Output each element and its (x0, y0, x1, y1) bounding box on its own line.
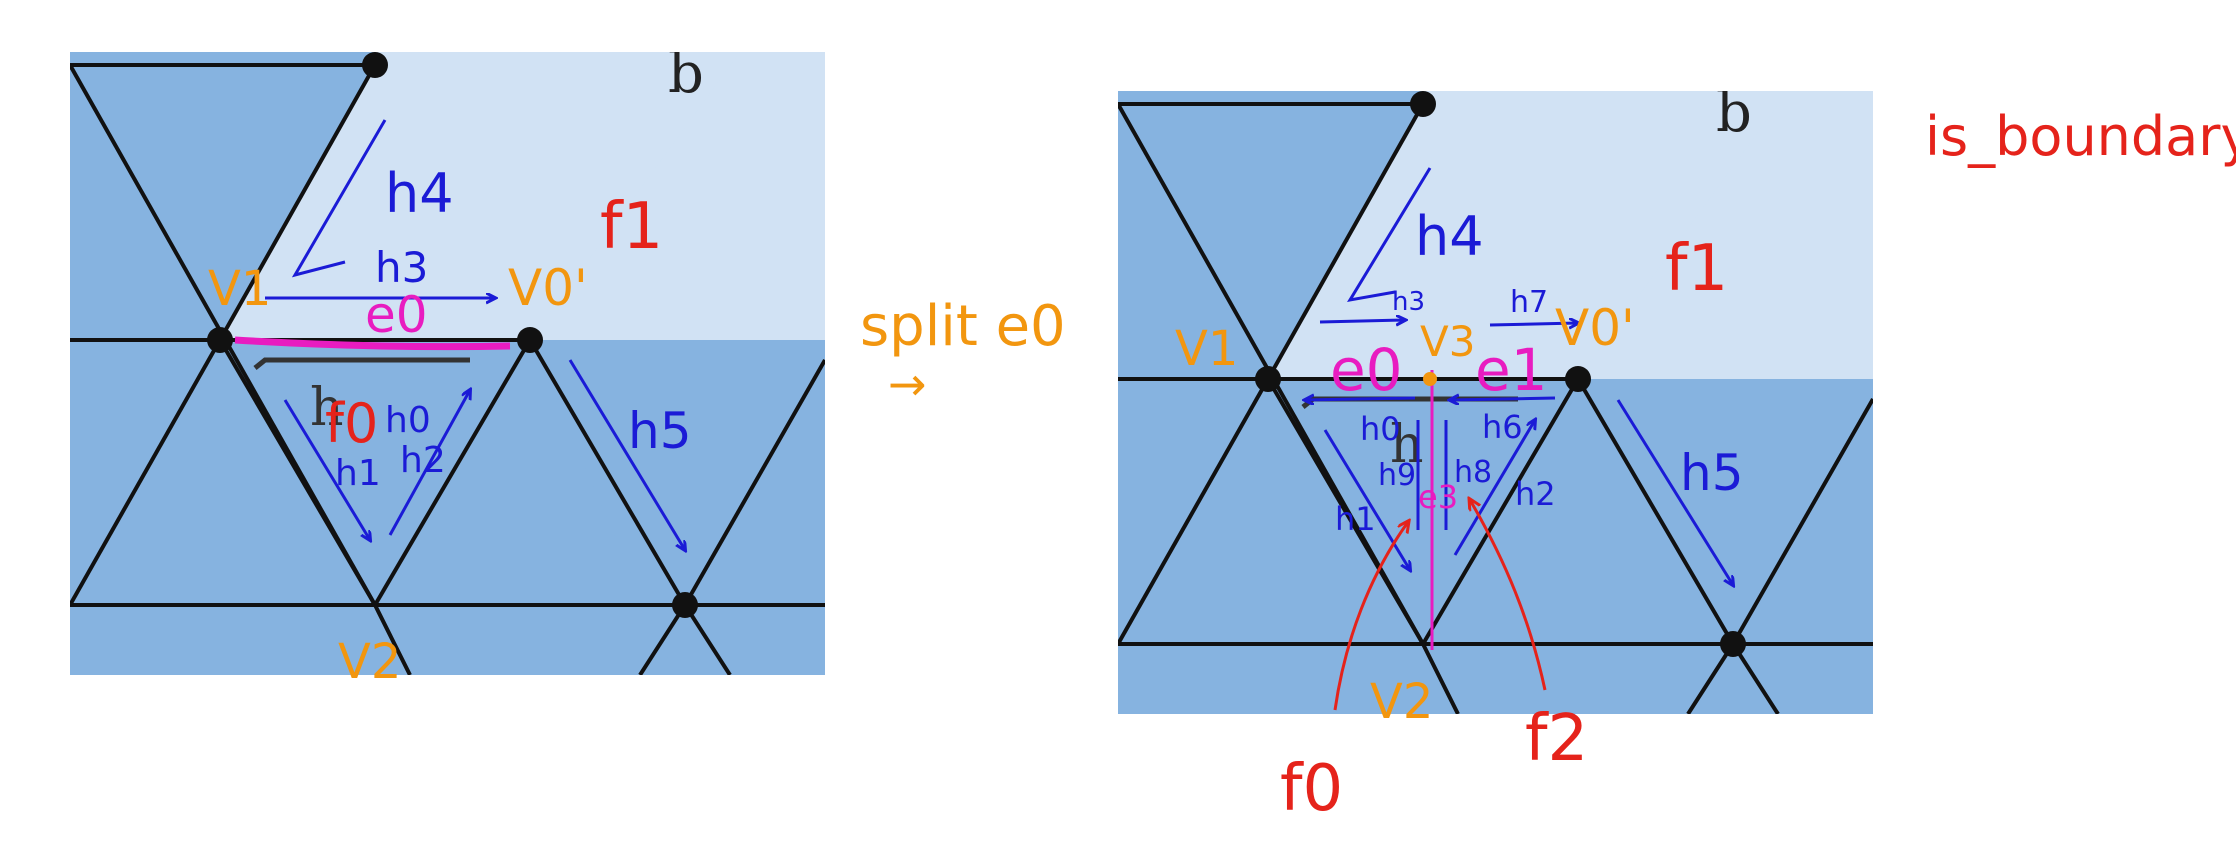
vertex-label: V2 (338, 634, 401, 690)
halfedge-h4-arrow (1346, 167, 1432, 303)
is-boundary-note: is_boundary (1925, 105, 2236, 168)
printed-halfedge-label: h (310, 378, 344, 438)
vertex (1720, 631, 1746, 657)
after-labels: V1 V3 V0' V2 e0 e1 e3 f1 f0 f2 (1175, 232, 1728, 826)
boundary-region (1578, 91, 1873, 379)
boundary-region (530, 52, 825, 340)
halfedge-h7-arrow (1489, 323, 1578, 325)
operation-label: split e0 (860, 294, 1066, 359)
boundary-label: b (668, 41, 704, 106)
halfedge-label: h2 (400, 440, 446, 481)
face-label: f1 (600, 190, 663, 264)
halfedge-h1-arrow (1323, 429, 1410, 570)
boundary-label: b (1716, 80, 1752, 145)
halfedge-label: h5 (1680, 444, 1744, 502)
face (70, 52, 375, 340)
halfedge-label: h0 (1360, 410, 1401, 448)
halfedge-h5-arrow (568, 359, 685, 550)
halfedge-h1-arrow (283, 399, 370, 540)
f0-pointer-arrow (1333, 522, 1408, 711)
vertex-label: V0' (1555, 299, 1635, 357)
halfedge-h3-arrow (1319, 320, 1405, 322)
halfedge-label: h1 (1335, 500, 1376, 538)
vertex-label: V0' (508, 259, 588, 317)
face-label: f0 (325, 392, 378, 455)
vertex (1255, 366, 1281, 392)
vertex-label: V1 (1175, 321, 1238, 377)
halfedges (1305, 167, 1733, 585)
halfedge-label: h0 (385, 400, 431, 441)
halfedge-label: h4 (1415, 205, 1484, 268)
face (1578, 379, 1873, 644)
operation: split e0 → (860, 294, 1066, 411)
halfedge-h2-arrow (388, 390, 470, 536)
face-label: f1 (1665, 232, 1728, 306)
edge-label: e0 (365, 286, 428, 344)
after-panel: b h h4 h3 h7 h0 h9 h8 h6 (1118, 80, 1873, 826)
vertex (672, 592, 698, 618)
halfedge-label: h7 (1510, 285, 1548, 320)
halfedge-label: h5 (628, 402, 692, 460)
halfedge-h5-arrow (1616, 399, 1733, 585)
halfedge-h4-arrow (291, 119, 387, 278)
vertex (517, 327, 543, 353)
edge-e0-highlight (234, 336, 511, 351)
vertex-label: V2 (1370, 674, 1433, 730)
halfedge-label: h9 (1378, 458, 1416, 493)
halfedge-label: h1 (335, 453, 381, 494)
vertex (362, 52, 388, 78)
halfedge-label: h3 (375, 243, 428, 292)
face-pointer-arrows (1333, 500, 1547, 711)
halfedge-label: h2 (1515, 475, 1556, 513)
halfedge-labels: h4 h3 h0 h1 h2 h5 (335, 162, 692, 494)
halfedge-label: h4 (385, 162, 454, 225)
halfedge-h6-arrow (1450, 398, 1556, 400)
halfedge-label: h3 (1392, 287, 1425, 317)
vertex-v3 (1423, 372, 1437, 386)
vertex (1565, 366, 1591, 392)
operation-arrow: → (888, 357, 927, 411)
face (1118, 91, 1423, 379)
vertex-label: V3 (1420, 317, 1475, 366)
before-panel: b h h4 h3 h0 h1 h2 h5 V1 V0' V2 e0 (70, 41, 825, 690)
mesh-edges (1118, 102, 1873, 714)
f2-pointer-arrow (1470, 500, 1547, 691)
face-label: f2 (1525, 702, 1588, 776)
vertex (1410, 91, 1436, 117)
printed-halfedge-arrow (253, 357, 470, 370)
edge-label: e1 (1475, 336, 1548, 404)
before-labels: V1 V0' V2 e0 f1 f0 (208, 190, 663, 690)
face (530, 340, 825, 605)
halfedge-h2-arrow (1453, 420, 1535, 556)
before-mesh: b h (70, 41, 825, 675)
halfedges (265, 119, 685, 550)
halfedge-label: h8 (1454, 455, 1492, 490)
vertex (207, 327, 233, 353)
halfedge-label: h6 (1482, 408, 1523, 446)
edge-label: e3 (1418, 478, 1458, 516)
halfedge-labels: h4 h3 h7 h0 h9 h8 h6 h1 h2 h5 (1335, 205, 1744, 538)
edge-label: e0 (1330, 336, 1403, 404)
halfedge-h0-arrow (1305, 398, 1416, 400)
vertex-label: V1 (208, 261, 271, 317)
face-label: f0 (1280, 752, 1343, 826)
